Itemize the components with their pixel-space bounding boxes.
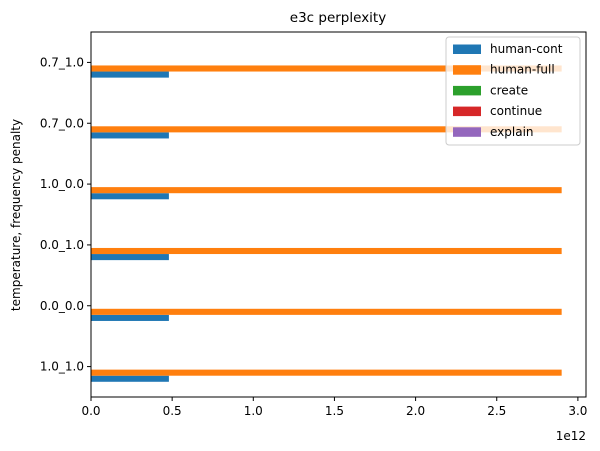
bars-layer [91,65,562,382]
legend-swatch-human-cont [453,44,481,54]
x-tick-label: 3.0 [568,404,587,418]
y-tick-label: 1.0_1.0 [40,360,84,374]
legend-swatch-create [453,85,481,96]
y-tick-label: 0.7_0.0 [40,116,84,130]
x-tick-label: 1.0 [244,404,263,418]
legend-swatch-explain [453,127,481,137]
y-tick-label: 0.0_1.0 [40,238,84,252]
x-tick-label: 2.5 [487,404,506,418]
bar-human-cont-0.0_0.0 [91,314,169,321]
legend-label-create: create [490,83,528,97]
x-offset-label: 1e12 [556,429,586,443]
bar-human-full-0.7_0.0 [91,126,562,133]
plot-frame [90,31,587,398]
legend-label-continue: continue [490,104,542,118]
x-tick-label: 2.0 [406,404,425,418]
legend: human-cont human-full create continue explai… [445,36,581,146]
x-tick-label: 0.5 [163,404,182,418]
legend-label-explain: explain [490,125,534,139]
legend-label-human-cont: human-cont [490,42,563,56]
bar-human-full-0.0_0.0 [91,308,562,315]
bar-human-cont-0.7_1.0 [91,71,169,78]
y-tick-label: 0.7_1.0 [40,55,84,69]
x-tick-label: 1.5 [325,404,344,418]
bar-human-full-0.7_1.0 [91,65,562,72]
bar-human-full-0.0_1.0 [91,247,562,255]
bar-human-full-1.0_1.0 [91,369,562,376]
legend-swatch-continue [453,106,481,117]
legend-box [445,36,581,146]
legend-swatch-human-full [453,65,481,75]
bar-human-cont-0.0_1.0 [91,254,169,261]
y-tick-label: 1.0_0.0 [40,177,84,191]
bar-human-cont-1.0_1.0 [91,375,169,382]
bar-human-cont-1.0_0.0 [91,193,169,200]
x-axis: 0.0 0.5 1.0 1.5 2.0 2.5 3.0 [81,397,587,418]
x-tick-label: 0.0 [81,404,100,418]
y-tick-label: 0.0_0.0 [40,299,84,313]
bar-human-full-1.0_0.0 [91,187,562,194]
chart-title: e3c perplexity [290,10,386,26]
y-axis: 1.0_1.0 0.0_0.0 0.0_1.0 1.0_0.0 0.7_0.0 0.7_1… [40,55,91,374]
y-axis-label: temperature, frequency penalty [9,119,23,311]
bar-human-cont-0.7_0.0 [91,132,169,139]
legend-label-human-full: human-full [490,63,555,77]
